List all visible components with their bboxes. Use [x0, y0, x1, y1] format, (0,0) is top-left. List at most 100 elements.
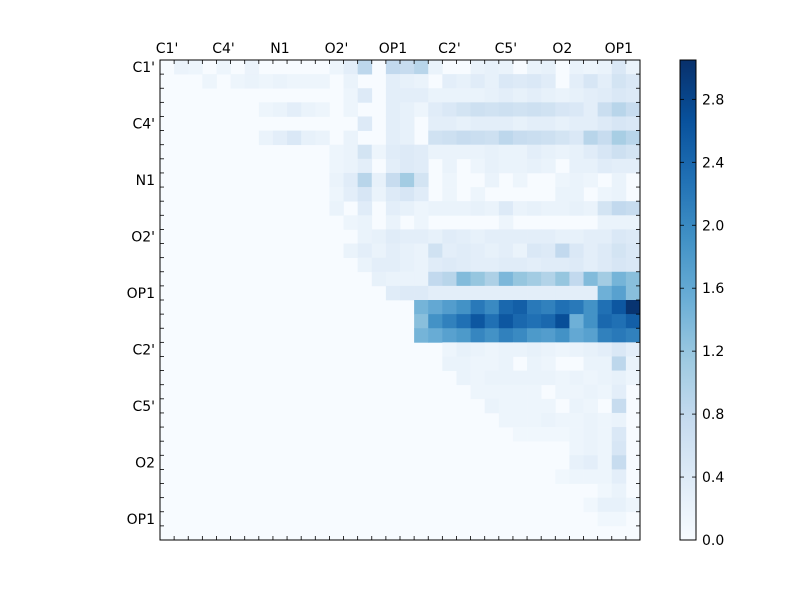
heatmap-cell: [569, 158, 584, 174]
heatmap-cell: [272, 102, 288, 117]
heatmap-cell: [527, 130, 542, 146]
heatmap-cell: [625, 356, 641, 371]
heatmap-cell: [569, 370, 584, 386]
heatmap-cell: [400, 243, 415, 258]
y-tick-label: C1': [132, 60, 155, 76]
heatmap-cell: [484, 370, 500, 386]
heatmap-cell: [244, 60, 260, 75]
heatmap-cell: [512, 130, 528, 146]
heatmap-cell: [442, 356, 457, 371]
heatmap-cell: [216, 60, 231, 75]
heatmap-cell: [583, 229, 598, 244]
heatmap-cell: [597, 384, 613, 400]
heatmap-cell: [527, 427, 542, 442]
heatmap-cell: [442, 158, 457, 174]
heatmap-cell: [555, 469, 570, 484]
heatmap-cell: [202, 74, 217, 89]
heatmap-cell: [287, 130, 302, 146]
heatmap-cell: [569, 384, 584, 400]
heatmap-cell: [527, 370, 542, 386]
heatmap-cell: [625, 158, 641, 174]
colorbar-tick-label: 2.8: [702, 92, 724, 108]
heatmap-cell: [569, 314, 584, 329]
heatmap-cell: [569, 427, 584, 442]
heatmap-cell: [527, 328, 542, 343]
heatmap-cell: [400, 201, 415, 216]
heatmap-cell: [470, 130, 486, 146]
heatmap-cell: [357, 158, 373, 174]
heatmap-cell: [301, 74, 316, 89]
heatmap-cell: [428, 116, 443, 131]
heatmap-cell: [414, 215, 429, 230]
heatmap-cell: [258, 130, 274, 146]
x-tick-label: C1': [156, 41, 179, 57]
heatmap-cell: [498, 257, 514, 273]
heatmap-cell: [611, 102, 627, 117]
heatmap-cell: [583, 469, 598, 484]
heatmap-cell: [527, 116, 542, 131]
heatmap-cell: [611, 455, 627, 470]
heatmap-cell: [484, 285, 500, 301]
heatmap-cell: [583, 370, 598, 386]
heatmap-cell: [174, 60, 189, 75]
heatmap-cell: [385, 215, 401, 230]
heatmap-cell: [611, 172, 627, 188]
heatmap-cell: [456, 300, 471, 315]
heatmap-cell: [583, 455, 598, 470]
heatmap-cell: [400, 257, 415, 273]
heatmap-cell: [583, 130, 598, 146]
heatmap-cell: [555, 144, 570, 160]
heatmap-cell: [258, 102, 274, 117]
heatmap-cell: [385, 102, 401, 117]
heatmap-cell: [583, 257, 598, 273]
heatmap-cell: [456, 74, 471, 89]
heatmap-cell: [541, 158, 556, 174]
x-tick-labels-top: C1' C4' N1 O2' OP1 C2' C5' O2 OP1: [156, 41, 633, 57]
heatmap-cell: [625, 300, 641, 315]
heatmap-cell: [611, 497, 627, 513]
heatmap-cell: [527, 412, 542, 428]
heatmap-cell: [611, 427, 627, 442]
heatmap-cell: [470, 158, 486, 174]
heatmap-cell: [385, 88, 401, 103]
heatmap-cell: [597, 116, 613, 131]
heatmap-cell: [385, 172, 401, 188]
heatmap-cell: [625, 60, 641, 75]
heatmap-cell: [428, 257, 443, 273]
heatmap-cell: [385, 229, 401, 244]
heatmap-cell: [230, 74, 246, 89]
colorbar-tick-label: 1.6: [702, 281, 724, 297]
heatmap-cell: [569, 469, 584, 484]
heatmap-cell: [625, 116, 641, 131]
heatmap-cell: [484, 201, 500, 216]
heatmap-cell: [484, 342, 500, 357]
heatmap-cell: [442, 201, 457, 216]
heatmap-cell: [442, 144, 457, 160]
heatmap-cell: [625, 88, 641, 103]
heatmap-cell: [272, 74, 288, 89]
heatmap-cell: [357, 144, 373, 160]
heatmap-cell: [470, 370, 486, 386]
heatmap-cell: [343, 88, 358, 103]
heatmap-cell: [385, 271, 401, 287]
heatmap-cell: [597, 342, 613, 357]
heatmap-cell: [498, 398, 514, 414]
heatmap-cell: [484, 102, 500, 117]
heatmap-cell: [414, 314, 429, 329]
heatmap-cell: [414, 158, 429, 174]
heatmap-cell: [555, 257, 570, 273]
heatmap-cell: [569, 172, 584, 188]
heatmap-cell: [527, 384, 542, 400]
heatmap-cell: [385, 257, 401, 273]
heatmap-cell: [611, 285, 627, 301]
heatmap-cell: [611, 483, 627, 498]
heatmap-cell: [611, 215, 627, 230]
heatmap-cell: [456, 243, 471, 258]
heatmap-cell: [484, 88, 500, 103]
heatmap-cell: [625, 342, 641, 357]
heatmap-cell: [555, 130, 570, 146]
heatmap-cell: [470, 74, 486, 89]
heatmap-cell: [414, 88, 429, 103]
heatmap-cell: [442, 257, 457, 273]
heatmap-cell: [611, 158, 627, 174]
